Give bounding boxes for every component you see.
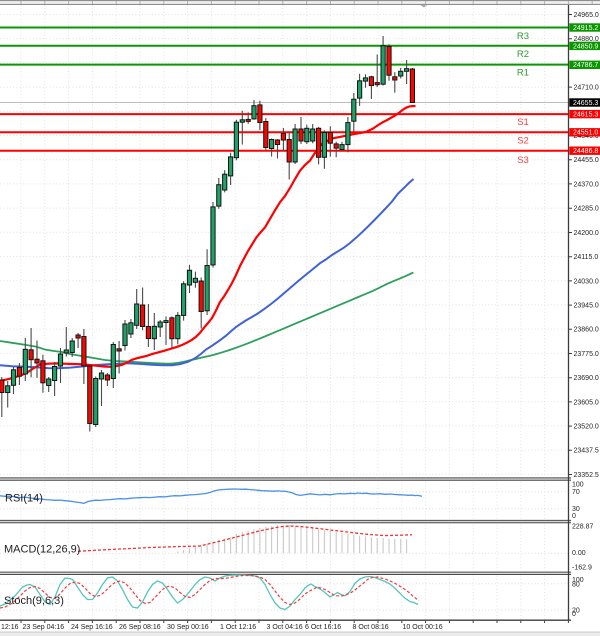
svg-text:24540.0: 24540.0 [574, 133, 599, 140]
svg-text:1 Oct 12:16: 1 Oct 12:16 [220, 624, 256, 631]
svg-text:24655.3: 24655.3 [573, 100, 598, 107]
svg-text:23690.0: 23690.0 [574, 375, 599, 382]
svg-text:70: 70 [572, 489, 580, 496]
svg-text:24 Sep 16:16: 24 Sep 16:16 [71, 624, 113, 631]
svg-text:24115.0: 24115.0 [574, 254, 599, 261]
svg-text:RSI(14): RSI(14) [5, 493, 43, 505]
svg-text:MACD(12,26,9): MACD(12,26,9) [4, 544, 80, 556]
svg-text:24615.3: 24615.3 [573, 112, 598, 119]
svg-text:23437.5: 23437.5 [574, 448, 599, 455]
svg-text:Stoch(9,6,3): Stoch(9,6,3) [4, 595, 64, 607]
svg-text:S1: S1 [517, 117, 529, 128]
svg-text:24786.7: 24786.7 [573, 62, 598, 69]
svg-text:R3: R3 [517, 31, 529, 42]
svg-text:24455.0: 24455.0 [574, 157, 599, 164]
svg-text:23945.0: 23945.0 [574, 303, 599, 310]
svg-text:24030.0: 24030.0 [574, 278, 599, 285]
svg-text:228.87: 228.87 [572, 524, 594, 531]
svg-text:S2: S2 [517, 136, 529, 147]
svg-text:24965.0: 24965.0 [574, 12, 599, 19]
svg-text:23352.5: 23352.5 [574, 472, 599, 479]
svg-text:23775.0: 23775.0 [574, 351, 599, 358]
svg-text:0: 0 [572, 611, 576, 618]
svg-text:24285.0: 24285.0 [574, 206, 599, 213]
svg-text:100: 100 [572, 481, 584, 488]
svg-text:R2: R2 [517, 49, 529, 60]
svg-text:100: 100 [572, 577, 584, 584]
svg-text:10 Oct 00:16: 10 Oct 00:16 [403, 624, 443, 631]
svg-text:0.00: 0.00 [572, 550, 586, 557]
svg-text:24880.0: 24880.0 [574, 36, 599, 43]
svg-text:23860.0: 23860.0 [574, 327, 599, 334]
svg-text:0: 0 [572, 513, 576, 520]
svg-text:S3: S3 [517, 155, 529, 166]
svg-text:8 Oct 08:16: 8 Oct 08:16 [353, 624, 389, 631]
svg-text:R1: R1 [517, 68, 529, 79]
svg-text:80: 80 [572, 582, 580, 589]
svg-text:26 Sep 08:16: 26 Sep 08:16 [119, 624, 161, 631]
svg-text:20: 20 [572, 608, 580, 615]
svg-text:30: 30 [572, 506, 580, 513]
svg-text:-162.9: -162.9 [572, 565, 592, 572]
svg-text:24486.8: 24486.8 [573, 148, 598, 155]
svg-text:24850.9: 24850.9 [573, 43, 598, 50]
svg-text:24370.0: 24370.0 [574, 181, 599, 188]
svg-text:12:16: 12:16 [1, 624, 19, 631]
svg-text:6 Oct 16:16: 6 Oct 16:16 [305, 624, 341, 631]
svg-text:24710.0: 24710.0 [574, 85, 599, 92]
svg-text:30 Sep 00:16: 30 Sep 00:16 [167, 624, 209, 631]
svg-text:23520.0: 23520.0 [574, 424, 599, 431]
svg-text:23605.0: 23605.0 [574, 399, 599, 406]
svg-text:24200.0: 24200.0 [574, 230, 599, 237]
svg-text:3 Oct 04:16: 3 Oct 04:16 [267, 624, 303, 631]
svg-text:23 Sep 04:16: 23 Sep 04:16 [23, 624, 65, 631]
svg-text:24915.2: 24915.2 [573, 25, 598, 32]
svg-text:24551.0: 24551.0 [573, 130, 598, 137]
